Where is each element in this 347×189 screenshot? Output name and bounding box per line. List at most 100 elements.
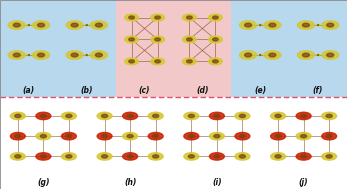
Ellipse shape — [36, 153, 51, 160]
Text: (b): (b) — [81, 85, 93, 94]
Circle shape — [127, 135, 133, 138]
Circle shape — [213, 60, 218, 63]
Ellipse shape — [183, 36, 196, 43]
Ellipse shape — [235, 132, 250, 140]
Circle shape — [15, 135, 21, 138]
Circle shape — [245, 23, 252, 27]
Ellipse shape — [8, 21, 25, 29]
Circle shape — [214, 135, 220, 138]
Circle shape — [188, 114, 194, 118]
Circle shape — [259, 54, 262, 56]
Ellipse shape — [264, 51, 281, 59]
Circle shape — [327, 53, 334, 57]
Circle shape — [129, 16, 134, 19]
Circle shape — [102, 155, 108, 158]
Text: (d): (d) — [196, 85, 209, 94]
Ellipse shape — [322, 51, 339, 59]
Ellipse shape — [239, 51, 257, 59]
Ellipse shape — [184, 112, 199, 120]
Circle shape — [85, 54, 88, 56]
Circle shape — [40, 155, 46, 158]
Circle shape — [95, 53, 102, 57]
Text: (c): (c) — [139, 85, 150, 94]
Circle shape — [326, 155, 332, 158]
Ellipse shape — [322, 21, 339, 29]
Ellipse shape — [209, 58, 222, 65]
Circle shape — [153, 155, 159, 158]
Circle shape — [213, 38, 218, 41]
Circle shape — [155, 60, 160, 63]
Ellipse shape — [97, 112, 112, 120]
Ellipse shape — [61, 132, 76, 140]
Ellipse shape — [66, 21, 83, 29]
Circle shape — [188, 135, 194, 138]
Circle shape — [214, 114, 220, 118]
Text: (g): (g) — [37, 178, 50, 187]
Circle shape — [269, 53, 276, 57]
Text: (a): (a) — [23, 85, 35, 94]
Ellipse shape — [122, 112, 138, 120]
Circle shape — [245, 53, 252, 57]
Circle shape — [187, 38, 192, 41]
Circle shape — [239, 114, 245, 118]
Circle shape — [317, 24, 320, 26]
Circle shape — [37, 23, 44, 27]
Ellipse shape — [209, 14, 222, 21]
Ellipse shape — [8, 51, 25, 59]
Circle shape — [326, 114, 332, 118]
Text: (j): (j) — [299, 178, 308, 187]
Ellipse shape — [184, 132, 199, 140]
Ellipse shape — [90, 51, 108, 59]
Ellipse shape — [33, 21, 50, 29]
Ellipse shape — [61, 153, 76, 160]
Ellipse shape — [151, 58, 164, 65]
Ellipse shape — [296, 153, 311, 160]
Ellipse shape — [125, 14, 138, 21]
Ellipse shape — [90, 21, 108, 29]
Circle shape — [188, 155, 194, 158]
Ellipse shape — [10, 112, 25, 120]
Ellipse shape — [183, 58, 196, 65]
Circle shape — [153, 114, 159, 118]
Ellipse shape — [36, 132, 51, 140]
Ellipse shape — [297, 51, 314, 59]
Ellipse shape — [209, 153, 225, 160]
Circle shape — [326, 135, 332, 138]
Ellipse shape — [322, 153, 337, 160]
Circle shape — [129, 60, 134, 63]
Circle shape — [275, 135, 281, 138]
Ellipse shape — [239, 21, 257, 29]
Circle shape — [153, 135, 159, 138]
Circle shape — [327, 23, 334, 27]
Circle shape — [71, 23, 78, 27]
Circle shape — [40, 114, 46, 118]
Circle shape — [95, 23, 102, 27]
Ellipse shape — [235, 112, 250, 120]
Circle shape — [85, 24, 88, 26]
Circle shape — [269, 23, 276, 27]
Ellipse shape — [97, 153, 112, 160]
Text: (e): (e) — [254, 85, 266, 94]
Circle shape — [301, 155, 307, 158]
Ellipse shape — [183, 14, 196, 21]
Ellipse shape — [36, 112, 51, 120]
Ellipse shape — [151, 14, 164, 21]
Ellipse shape — [10, 132, 25, 140]
Circle shape — [13, 23, 20, 27]
Circle shape — [303, 53, 310, 57]
Circle shape — [15, 114, 21, 118]
Circle shape — [27, 24, 30, 26]
Circle shape — [187, 60, 192, 63]
Ellipse shape — [122, 132, 138, 140]
Ellipse shape — [33, 51, 50, 59]
Circle shape — [155, 16, 160, 19]
Circle shape — [275, 114, 281, 118]
Circle shape — [71, 53, 78, 57]
Ellipse shape — [209, 132, 225, 140]
Ellipse shape — [97, 132, 112, 140]
Ellipse shape — [264, 21, 281, 29]
Ellipse shape — [151, 36, 164, 43]
Ellipse shape — [296, 112, 311, 120]
Ellipse shape — [148, 132, 163, 140]
Circle shape — [37, 53, 44, 57]
